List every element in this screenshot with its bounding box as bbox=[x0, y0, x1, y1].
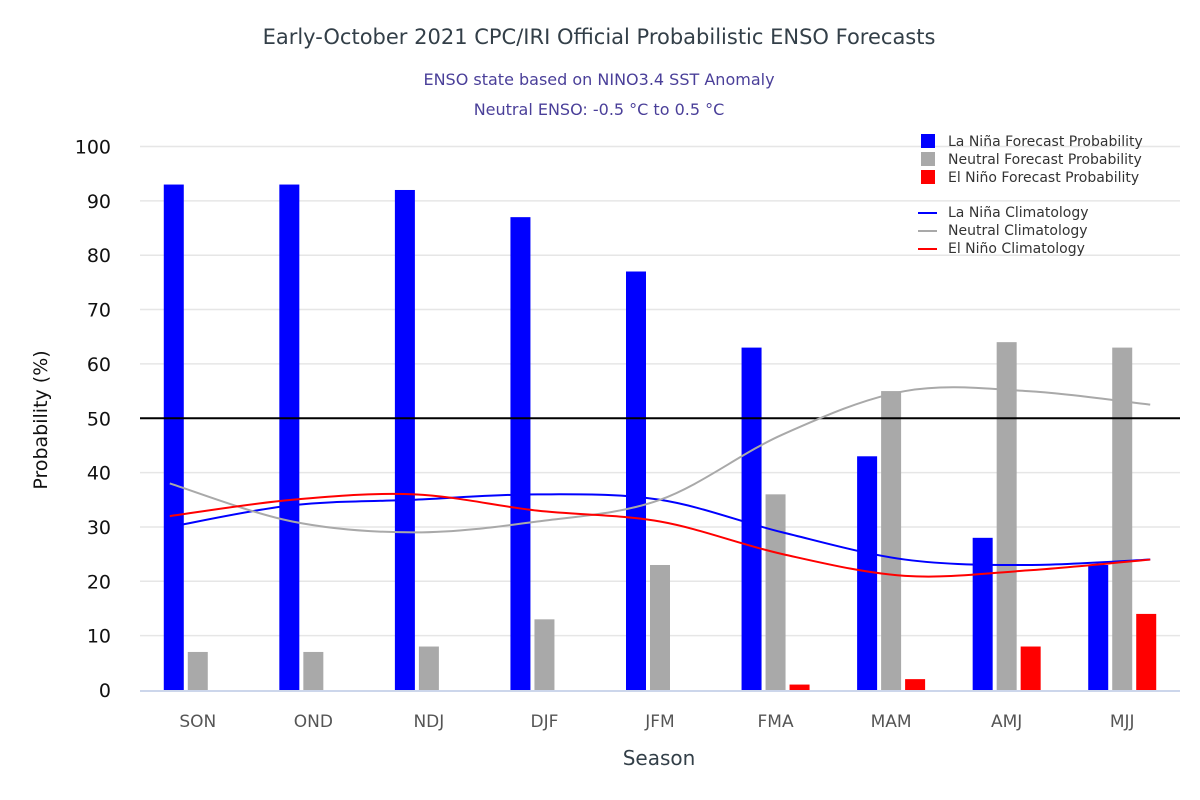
bar bbox=[972, 537, 993, 690]
x-tick-label: OND bbox=[294, 712, 333, 732]
bar bbox=[163, 184, 184, 691]
legend-label: Neutral Forecast Probability bbox=[948, 152, 1142, 168]
y-tick-label: 10 bbox=[87, 626, 111, 648]
y-tick-label: 30 bbox=[87, 517, 111, 539]
y-tick-label: 100 bbox=[75, 137, 111, 159]
x-tick-label: NDJ bbox=[413, 712, 444, 732]
bar bbox=[1020, 646, 1041, 690]
bar bbox=[1088, 564, 1109, 690]
bar bbox=[303, 651, 324, 690]
bar bbox=[1136, 613, 1157, 690]
legend-label: Neutral Climatology bbox=[948, 223, 1088, 239]
bar bbox=[626, 271, 646, 690]
bar bbox=[789, 684, 810, 690]
bar bbox=[996, 342, 1017, 690]
bar bbox=[394, 189, 415, 691]
y-tick-label: 0 bbox=[99, 680, 111, 702]
bar bbox=[765, 494, 786, 690]
legend-swatch bbox=[921, 170, 935, 184]
y-tick-label: 20 bbox=[87, 571, 111, 593]
climatology-lines bbox=[169, 386, 1151, 578]
legend: La Niña Forecast Probability Neutral Fore… bbox=[918, 134, 1143, 257]
y-tick-label: 90 bbox=[87, 191, 111, 213]
legend-label: La Niña Forecast Probability bbox=[948, 134, 1143, 150]
y-tick-label: 50 bbox=[87, 408, 111, 430]
x-tick-label: FMA bbox=[758, 712, 794, 732]
bar bbox=[650, 564, 670, 690]
y-tick-label: 80 bbox=[87, 245, 111, 267]
legend-label: La Niña Climatology bbox=[948, 205, 1089, 221]
x-tick-label: MJJ bbox=[1110, 712, 1135, 732]
climatology-line bbox=[169, 386, 1151, 534]
bar bbox=[510, 217, 531, 690]
bar bbox=[741, 347, 762, 690]
bar bbox=[418, 646, 439, 690]
x-tick-label: DJF bbox=[530, 712, 558, 732]
legend-label: El Niño Climatology bbox=[948, 241, 1085, 257]
bar bbox=[279, 184, 300, 691]
x-axis-label: Season bbox=[623, 746, 696, 770]
legend-swatch bbox=[921, 152, 935, 166]
x-tick-label: SON bbox=[179, 712, 216, 732]
bar bbox=[857, 456, 878, 690]
x-tick-label: MAM bbox=[871, 712, 912, 732]
bar bbox=[881, 391, 902, 690]
x-tick-label: JFM bbox=[644, 712, 674, 732]
bar bbox=[534, 619, 555, 690]
y-axis-ticks: 0 10 20 30 40 50 60 70 80 90 100 bbox=[75, 137, 111, 703]
y-axis-label: Probability (%) bbox=[30, 350, 52, 489]
bar bbox=[905, 679, 926, 690]
chart-subtitle-line-1: ENSO state based on NINO3.4 SST Anomaly bbox=[423, 70, 774, 89]
x-tick-label: AMJ bbox=[991, 712, 1022, 732]
bar bbox=[187, 651, 208, 690]
chart-title: Early-October 2021 CPC/IRI Official Prob… bbox=[263, 25, 936, 49]
y-tick-label: 60 bbox=[87, 354, 111, 376]
bars bbox=[163, 184, 1157, 691]
climatology-line bbox=[169, 492, 1151, 578]
legend-label: El Niño Forecast Probability bbox=[948, 170, 1139, 186]
bar bbox=[1112, 347, 1133, 690]
y-tick-label: 70 bbox=[87, 300, 111, 322]
x-axis-ticks: SON OND NDJ DJF JFM FMA MAM AMJ MJJ bbox=[179, 712, 1134, 732]
legend-swatch bbox=[921, 134, 935, 148]
y-tick-label: 40 bbox=[87, 463, 111, 485]
chart-subtitle-line-2: Neutral ENSO: -0.5 °C to 0.5 °C bbox=[474, 100, 725, 119]
